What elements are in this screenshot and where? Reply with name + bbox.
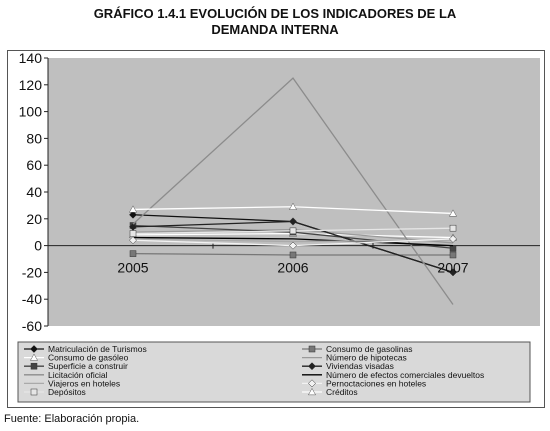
y-tick-label: -20 (22, 264, 42, 280)
data-point-marker (30, 388, 38, 396)
chart-title-line1: GRÁFICO 1.4.1 EVOLUCIÓN DE LOS INDICADOR… (93, 6, 457, 21)
data-point-marker (449, 268, 457, 277)
legend-entry: Créditos (302, 387, 358, 397)
data-point-marker (30, 362, 38, 370)
legend-label: Viviendas visadas (326, 361, 394, 371)
legend-label: Viajeros en hoteles (48, 378, 120, 388)
data-point-marker (289, 251, 297, 259)
legend-entry: Depósitos (24, 387, 86, 397)
data-series (129, 217, 457, 277)
plot-area (48, 58, 540, 326)
y-tick-label: 140 (19, 50, 43, 66)
legend-label: Consumo de gasolinas (326, 344, 412, 354)
data-series (132, 236, 454, 247)
data-point-marker (129, 250, 137, 257)
legend-label: Licitación oficial (48, 370, 108, 380)
data-point-marker (449, 251, 457, 259)
legend-entry: Consumo de gasóleo (24, 353, 129, 363)
data-point-marker (308, 362, 316, 371)
legend-entry: Superficie a construir (24, 361, 128, 371)
data-point-marker (308, 345, 316, 353)
legend-label: Superficie a construir (48, 361, 128, 371)
series-line (132, 236, 454, 247)
series-layer (128, 77, 458, 305)
y-tick-label: 80 (26, 130, 42, 146)
legend-entries: Matriculación de Turismos Consumo de gaso… (24, 344, 484, 397)
legend-label: Número de efectos comerciales devueltos (326, 370, 484, 380)
legend-label: Pernoctaciones en hoteles (326, 378, 426, 388)
legend (17, 341, 531, 403)
source-note: Fuente: Elaboración propia. (4, 413, 140, 425)
legend-entry: Licitación oficial (24, 370, 108, 380)
data-point-marker (129, 236, 137, 245)
data-point-marker (307, 387, 317, 396)
chart-title: GRÁFICO 1.4.1 EVOLUCIÓN DE LOS INDICADOR… (0, 6, 550, 38)
data-point-marker (288, 202, 298, 210)
data-point-marker (129, 230, 137, 237)
data-point-marker (129, 210, 137, 219)
data-series (128, 202, 458, 217)
data-point-marker (289, 227, 297, 235)
x-tick-label: 2006 (277, 260, 308, 276)
data-point-marker (289, 241, 297, 250)
data-point-marker (30, 345, 38, 353)
data-point-marker (308, 379, 316, 388)
legend-label: Número de hipotecas (326, 353, 407, 363)
y-tick-label: 20 (26, 211, 42, 227)
legend-entry: Matriculación de Turismos (24, 344, 147, 354)
axes: 140 120 100 80 60 40 20 0 -20 -40 -60 (19, 50, 540, 334)
data-point-marker (449, 245, 457, 252)
y-tick-label: 40 (26, 184, 42, 200)
legend-label: Matriculación de Turismos (48, 344, 147, 354)
y-tick-label: -60 (22, 318, 42, 334)
legend-label: Créditos (326, 387, 358, 397)
data-point-marker (289, 217, 297, 226)
x-tick-label: 2005 (117, 260, 148, 276)
y-tick-label: 0 (34, 238, 42, 254)
data-point-marker (449, 224, 457, 232)
data-point-marker (128, 205, 138, 213)
data-series (129, 234, 457, 250)
data-point-marker (448, 209, 458, 217)
legend-entry: Número de efectos comerciales devueltos (302, 370, 484, 380)
y-tick-label: -40 (22, 291, 42, 307)
y-tick-label: 60 (26, 157, 42, 173)
legend-entry: Pernoctaciones en hoteles (302, 378, 426, 388)
x-tick-label: 2007 (437, 260, 468, 276)
chart-title-line2: DEMANDA INTERNA (211, 22, 339, 37)
x-tick-labels: 2005 2006 2007 (117, 260, 468, 276)
data-series (129, 224, 457, 237)
y-tick-label: 100 (19, 104, 43, 120)
legend-label: Consumo de gasóleo (48, 353, 129, 363)
y-tick-label: 120 (19, 77, 43, 93)
legend-entry: Número de hipotecas (302, 353, 407, 363)
legend-entry: Consumo de gasolinas (302, 344, 412, 354)
data-point-marker (29, 353, 39, 361)
legend-entry: Viajeros en hoteles (24, 378, 120, 388)
legend-entry: Viviendas visadas (302, 361, 394, 371)
legend-label: Depósitos (48, 387, 86, 397)
data-point-marker (449, 234, 457, 243)
